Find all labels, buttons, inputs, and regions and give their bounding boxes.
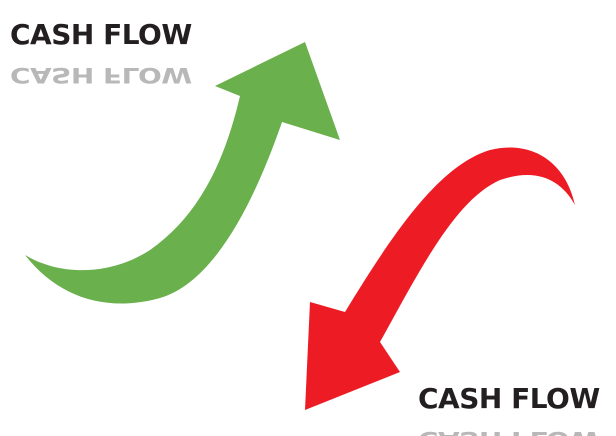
top-label-reflection-group: CASH FLOW [10, 63, 192, 88]
top-label-reflection: CASH FLOW [10, 63, 192, 88]
top-label: CASH FLOW [10, 18, 192, 51]
bottom-label-reflection: CASH FLOW [418, 427, 600, 436]
green-arrow [25, 42, 340, 304]
bottom-label: CASH FLOW [418, 382, 600, 415]
red-arrow [305, 147, 575, 410]
bottom-label-reflection-group: CASH FLOW [418, 427, 600, 436]
